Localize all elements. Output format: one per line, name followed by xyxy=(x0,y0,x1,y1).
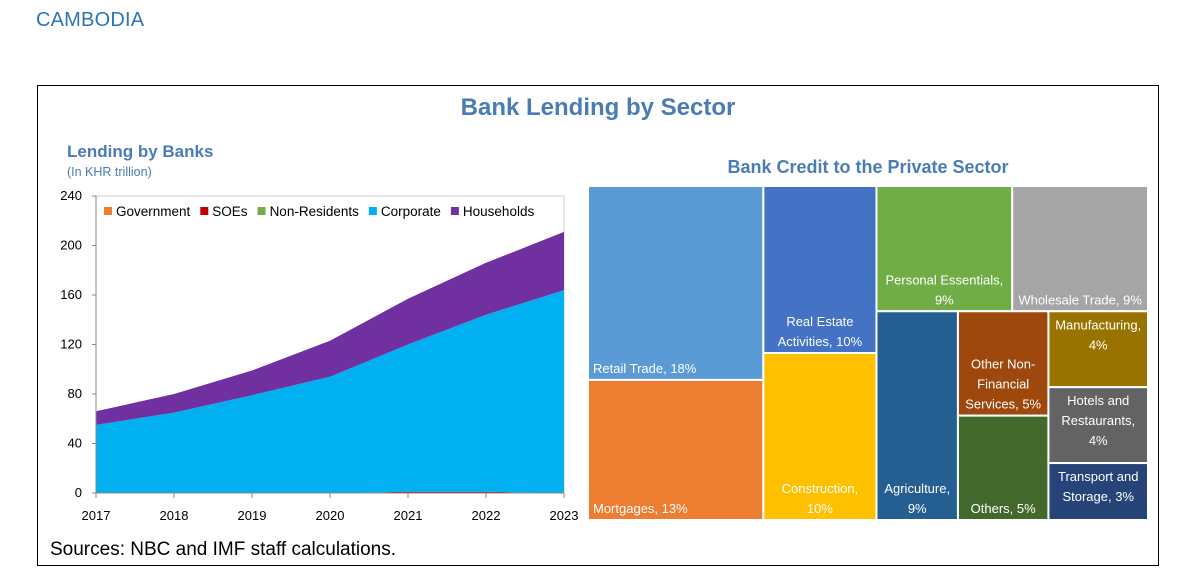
x-tick-label: 2021 xyxy=(394,508,423,523)
treemap-label: Real Estate xyxy=(786,314,853,329)
area-chart: 0 40 80 120 160 200 240 2017 2018 2019 2020 2021 202… xyxy=(60,188,579,523)
treemap-label: Others, 5% xyxy=(971,501,1036,516)
treemap-label: Activities, 10% xyxy=(778,334,863,349)
x-tick-label: 2017 xyxy=(82,508,111,523)
treemap-cell-real-estate-activities-10: Real Estate Activities, 10% xyxy=(762,186,878,354)
x-tick-label: 2023 xyxy=(550,508,579,523)
area-chart-title: Lending by Banks xyxy=(67,142,214,161)
treemap-rect xyxy=(588,378,765,520)
treemap-cell-others-5: Others, 5% xyxy=(956,414,1050,520)
legend-swatch xyxy=(200,207,209,215)
treemap-rect xyxy=(762,186,878,354)
treemap-cell-personal-essentials-9: Personal Essentials, 9% xyxy=(875,186,1014,313)
treemap-label: Financial xyxy=(977,377,1029,392)
y-tick-label: 40 xyxy=(68,436,82,451)
treemap-rect xyxy=(588,186,765,381)
treemap-label: Construction, xyxy=(782,481,859,496)
treemap-rect xyxy=(1011,186,1148,313)
country-heading: CAMBODIA xyxy=(36,9,145,31)
treemap-label: Manufacturing, xyxy=(1055,317,1141,332)
series-area-households xyxy=(96,231,564,425)
y-tick-label: 0 xyxy=(75,485,82,500)
treemap-label: 10% xyxy=(807,501,833,516)
treemap-label: Wholesale Trade, 9% xyxy=(1018,292,1142,307)
treemap-chart: Retail Trade, 18% Mortgages, 13% Real Esta… xyxy=(588,186,1148,520)
treemap-cell-agriculture-9: Agriculture, 9% xyxy=(875,310,959,520)
legend-label: SOEs xyxy=(212,204,248,219)
figure-frame: Bank Lending by Sector Lending by Banks … xyxy=(37,85,1159,566)
treemap-label: Storage, 3% xyxy=(1062,489,1134,504)
series-area-corporate xyxy=(96,290,564,493)
treemap-label: 4% xyxy=(1089,337,1108,352)
treemap-cell-other-non-financial-services-5: Other Non- Financial Services, 5% xyxy=(956,310,1050,417)
treemap-label: 9% xyxy=(908,501,927,516)
treemap-label: Personal Essentials, xyxy=(885,272,1003,287)
treemap-cell-hotels-and-restaurants-4: Hotels and Restaurants, 4% xyxy=(1047,386,1148,465)
treemap-rect xyxy=(875,310,959,520)
y-tick-label: 160 xyxy=(60,287,82,302)
legend-swatch xyxy=(368,207,377,215)
treemap-label: 4% xyxy=(1089,433,1108,448)
treemap-label: Retail Trade, 18% xyxy=(593,361,697,376)
y-tick-label: 240 xyxy=(60,188,82,203)
x-tick-label: 2022 xyxy=(472,508,501,523)
y-tick-label: 200 xyxy=(60,238,82,253)
treemap-cell-construction-10: Construction, 10% xyxy=(762,352,878,520)
treemap-label: Services, 5% xyxy=(965,397,1041,412)
treemap-label: Other Non- xyxy=(971,357,1035,372)
figure-title: Bank Lending by Sector xyxy=(460,94,736,121)
legend-label: Households xyxy=(463,204,535,219)
legend-swatch xyxy=(450,207,459,215)
x-tick-label: 2020 xyxy=(316,508,345,523)
sources-note: Sources: NBC and IMF staff calculations. xyxy=(50,539,397,560)
treemap-rect xyxy=(762,352,878,520)
treemap-label: Transport and xyxy=(1058,469,1138,484)
treemap-label: 9% xyxy=(935,292,954,307)
x-tick-label: 2018 xyxy=(160,508,189,523)
y-tick-label: 120 xyxy=(60,337,82,352)
treemap-label: Restaurants, xyxy=(1061,413,1135,428)
y-tick-label: 80 xyxy=(68,386,82,401)
treemap-label: Agriculture, xyxy=(884,481,950,496)
treemap-cell-retail-trade-18: Retail Trade, 18% xyxy=(588,186,765,381)
legend-label: Government xyxy=(116,204,191,219)
treemap-rect xyxy=(956,414,1050,520)
legend-label: Non-Residents xyxy=(270,204,360,219)
legend-label: Corporate xyxy=(381,204,441,219)
area-chart-legend: Government SOEs Non-Residents Corporate Hous… xyxy=(104,204,534,219)
treemap-label: Mortgages, 13% xyxy=(593,501,688,516)
treemap-cell-manufacturing-4: Manufacturing, 4% xyxy=(1047,310,1148,389)
legend-swatch xyxy=(257,207,266,215)
legend-swatch xyxy=(104,207,112,215)
area-chart-subtitle: (In KHR trillion) xyxy=(67,165,152,179)
treemap-label: Hotels and xyxy=(1067,393,1129,408)
treemap-rect xyxy=(875,186,1014,313)
treemap-cell-transport-and-storage-3: Transport and Storage, 3% xyxy=(1047,462,1148,520)
x-tick-label: 2019 xyxy=(238,508,267,523)
treemap-title: Bank Credit to the Private Sector xyxy=(727,157,1009,177)
treemap-cell-mortgages-13: Mortgages, 13% xyxy=(588,378,765,520)
treemap-cell-wholesale-trade-9: Wholesale Trade, 9% xyxy=(1011,186,1148,313)
